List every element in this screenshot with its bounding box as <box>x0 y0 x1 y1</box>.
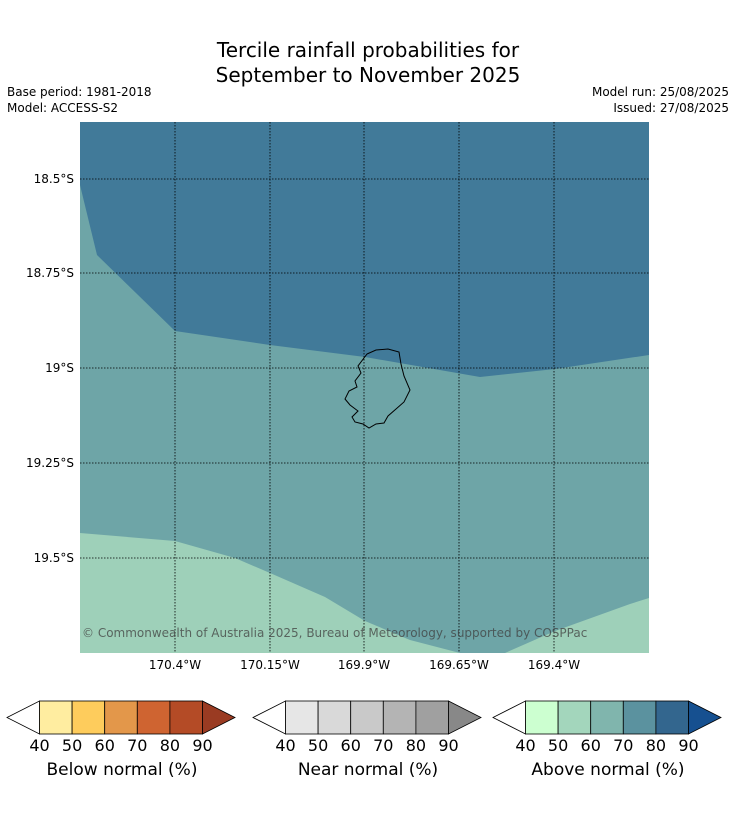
lat-axis-labels: 18.5°S 18.75°S 19°S 19.25°S 19.5°S <box>26 172 74 565</box>
colorbar-tick-label: 70 <box>127 736 147 755</box>
colorbar-tick-label: 60 <box>95 736 115 755</box>
graticule <box>80 122 649 653</box>
colorbar-tick-label: 50 <box>548 736 568 755</box>
lat-tick-1: 18.5°S <box>34 172 74 186</box>
colorbar-tick-label: 80 <box>406 736 426 755</box>
colorbar-tick-label: 90 <box>438 736 458 755</box>
title-line-2: September to November 2025 <box>215 63 521 87</box>
colorbar-tick-label: 90 <box>678 736 698 755</box>
title-line-1: Tercile rainfall probabilities for <box>216 38 520 62</box>
meta-left: Base period: 1981-2018 Model: ACCESS-S2 <box>7 84 152 116</box>
colorbar-cell <box>39 700 73 735</box>
map-area: © Commonwealth of Australia 2025, Bureau… <box>80 122 649 653</box>
colorbar-over-arrow <box>202 700 236 735</box>
lon-tick-2: 170.15°W <box>240 658 300 672</box>
model-run: Model run: 25/08/2025 <box>591 85 729 99</box>
above-normal-80-90-region <box>80 122 649 377</box>
colorbar-tick-label: 60 <box>341 736 361 755</box>
above-normal-60-70-region <box>80 533 649 653</box>
colorbar-cell <box>169 700 203 735</box>
colorbar-above-normal: 40 50 60 70 80 90 <box>492 700 722 755</box>
colorbar-cell <box>525 700 559 735</box>
legend-label-near: Near normal (%) <box>297 760 439 780</box>
colorbar-under-arrow <box>492 700 526 735</box>
lon-tick-4: 169.65°W <box>429 658 489 672</box>
colorbar-tick-label: 90 <box>192 736 212 755</box>
colorbar-below-normal: 40 50 60 70 80 90 <box>6 700 236 755</box>
colorbar-tick-label: 60 <box>581 736 601 755</box>
base-period: Base period: 1981-2018 <box>7 85 152 99</box>
map-figure: © Commonwealth of Australia 2025, Bureau… <box>26 122 649 672</box>
colorbar-tick-label: 50 <box>308 736 328 755</box>
colorbar-cell <box>382 700 417 735</box>
lon-tick-1: 170.4°W <box>149 658 201 672</box>
colorbar-cell <box>655 700 689 735</box>
lon-tick-3: 169.9°W <box>338 658 390 672</box>
lat-tick-4: 19.25°S <box>26 456 74 470</box>
colorbar-tick-label: 50 <box>62 736 82 755</box>
colorbar-tick-label: 70 <box>613 736 633 755</box>
meta-right: Model run: 25/08/2025 Issued: 27/08/2025 <box>592 84 729 116</box>
colorbar-under-arrow <box>6 700 40 735</box>
colorbar-tick-label: 40 <box>29 736 49 755</box>
colorbar-cell <box>104 700 138 735</box>
colorbar-cell <box>622 700 657 735</box>
colorbar-cell <box>590 700 624 735</box>
colorbar-over-arrow <box>448 700 482 735</box>
colorbar-cell <box>350 700 384 735</box>
colorbar-tick-label: 40 <box>515 736 535 755</box>
model-name: Model: ACCESS-S2 <box>7 101 119 115</box>
colorbar-cell <box>285 700 319 735</box>
colorbar-cell <box>136 700 171 735</box>
colorbar-tick-label: 80 <box>646 736 666 755</box>
colorbar-near-normal: 40 50 60 70 80 90 <box>252 700 482 755</box>
lat-tick-2: 18.75°S <box>26 266 74 280</box>
issued-date: Issued: 27/08/2025 <box>613 101 729 115</box>
colorbar-cell <box>415 700 449 735</box>
lat-tick-3: 19°S <box>45 361 74 375</box>
colorbar-cell <box>557 700 592 735</box>
colorbar-tick-label: 80 <box>160 736 180 755</box>
colorbar-under-arrow <box>252 700 286 735</box>
colorbar-tick-label: 40 <box>275 736 295 755</box>
copyright-notice: © Commonwealth of Australia 2025, Bureau… <box>82 626 587 640</box>
colorbar-tick-label: 70 <box>373 736 393 755</box>
lon-tick-5: 169.4°W <box>528 658 580 672</box>
colorbar-cell <box>317 700 352 735</box>
legend-label-above: Above normal (%) <box>531 760 685 780</box>
lat-tick-5: 19.5°S <box>34 551 74 565</box>
map-title: Tercile rainfall probabilities for Septe… <box>0 38 736 88</box>
colorbar-over-arrow <box>688 700 722 735</box>
lon-axis-labels: 170.4°W 170.15°W 169.9°W 169.65°W 169.4°… <box>149 658 580 672</box>
niue-coastline <box>344 348 411 429</box>
colorbar-cell <box>71 700 106 735</box>
legend-label-below: Below normal (%) <box>46 760 198 780</box>
